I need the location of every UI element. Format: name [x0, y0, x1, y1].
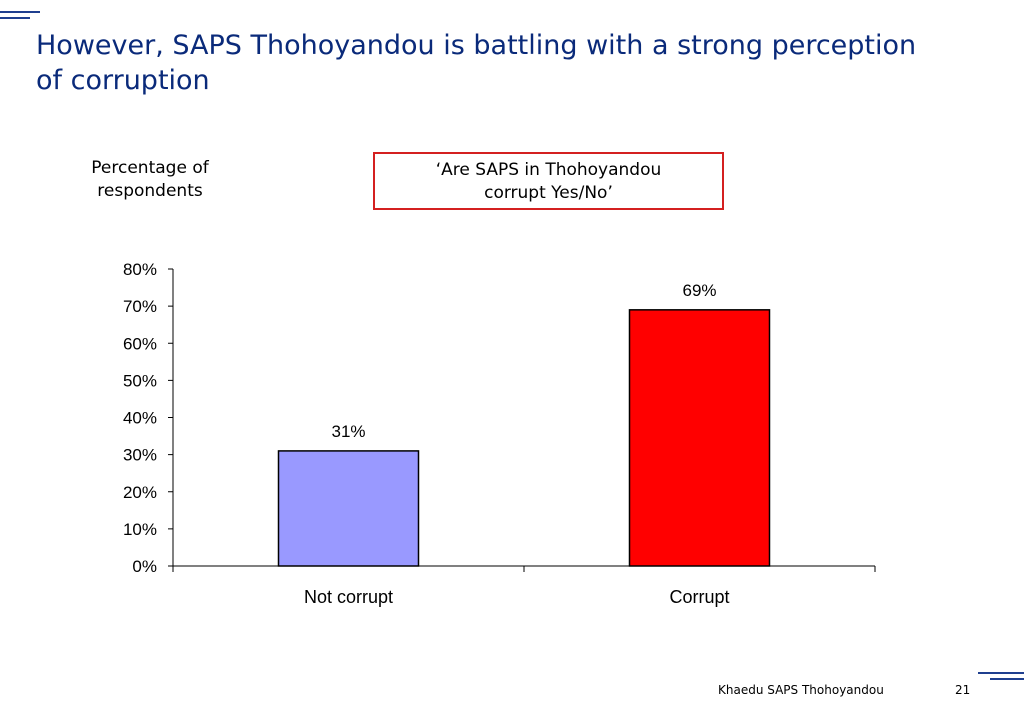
y-tick-label: 80%	[123, 260, 157, 279]
bottom-right-decor-line-2	[990, 678, 1024, 680]
y-tick-label: 40%	[123, 409, 157, 428]
y-tick-label: 30%	[123, 446, 157, 465]
footer-text: Khaedu SAPS Thohoyandou	[718, 683, 884, 697]
question-box: ‘Are SAPS in Thohoyandou corrupt Yes/No’	[373, 152, 724, 210]
x-category-label: Not corrupt	[304, 587, 393, 607]
bar-value-label: 69%	[682, 281, 716, 300]
top-left-decor-line-2	[0, 17, 30, 19]
top-left-decor-line-1	[0, 11, 40, 13]
y-tick-label: 20%	[123, 483, 157, 502]
x-category-label: Corrupt	[669, 587, 729, 607]
y-tick-label: 10%	[123, 520, 157, 539]
y-axis-caption: Percentage of respondents	[91, 158, 209, 201]
bar-corrupt	[628, 309, 771, 567]
bar-not-corrupt	[277, 450, 420, 567]
bottom-right-decor-line-1	[978, 672, 1024, 674]
bar-value-label: 31%	[331, 422, 365, 441]
y-tick-label: 0%	[132, 557, 157, 576]
y-tick-label: 60%	[123, 334, 157, 353]
page-number: 21	[955, 683, 971, 697]
y-tick-label: 70%	[123, 297, 157, 316]
slide-title: However, SAPS Thohoyandou is battling wi…	[36, 30, 917, 96]
y-tick-label: 50%	[123, 371, 157, 390]
